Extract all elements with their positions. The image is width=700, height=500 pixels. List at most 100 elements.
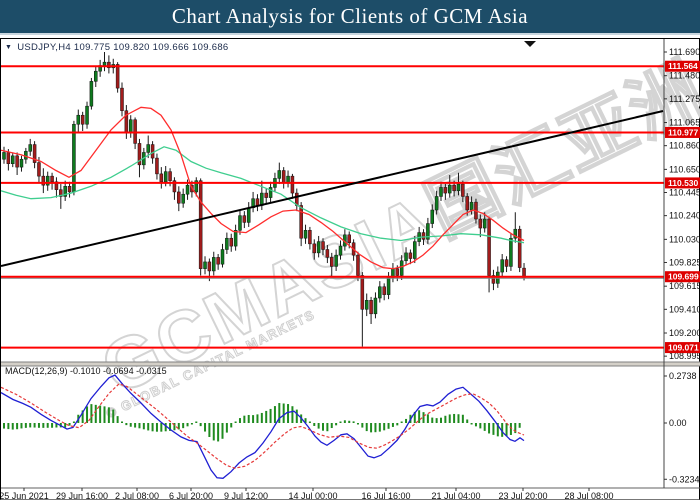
ma-fast-red-line	[1, 106, 525, 270]
bear-candle	[67, 186, 72, 193]
bull-candle	[102, 61, 107, 66]
bull-candle	[10, 155, 15, 164]
bear-candle	[491, 275, 496, 284]
symbol-ohlc-label: USDJPY,H4 109.775 109.820 109.666 109.68…	[17, 41, 229, 53]
bear-candle	[421, 232, 426, 240]
y-axis-label: 110.445	[669, 188, 700, 198]
macd-signal-line	[1, 383, 525, 469]
bull-candle	[19, 158, 24, 168]
bull-candle	[399, 260, 404, 276]
bear-candle	[330, 257, 334, 267]
bull-candle	[373, 297, 378, 315]
bull-candle	[316, 241, 321, 254]
macd-axis-label: -0.3234	[669, 474, 700, 484]
x-axis-label: 23 Jul 20:00	[498, 491, 547, 500]
macd-indicator-label: MACD(12,26,9) -0.1010 -0.0694 -0.0315	[5, 366, 167, 376]
y-axis-label: 111.065	[669, 118, 700, 128]
bear-candle	[207, 261, 212, 272]
x-axis-label: 21 Jul 04:00	[431, 491, 480, 500]
bear-candle	[517, 228, 522, 268]
bull-candle	[500, 259, 504, 273]
bear-candle	[80, 114, 85, 125]
bull-candle	[434, 196, 439, 211]
bear-candle	[59, 189, 63, 197]
bear-candle	[504, 259, 509, 267]
bear-candle	[155, 157, 159, 175]
bull-candle	[439, 187, 443, 197]
macd-line	[1, 374, 525, 479]
bull-candle	[404, 252, 408, 262]
y-axis-label: 109.615	[669, 281, 700, 291]
bear-candle	[242, 215, 247, 223]
chart-header: ▼ USDJPY,H4 109.775 109.820 109.666 109.…	[5, 41, 229, 53]
bull-candle	[447, 184, 452, 194]
bear-candle	[452, 184, 456, 192]
bear-candle	[321, 241, 325, 250]
x-axis-label: 6 Jul 20:00	[169, 491, 213, 500]
bear-candle	[443, 187, 448, 194]
bull-candle	[76, 114, 81, 125]
bull-candle	[212, 257, 216, 272]
bull-candle	[430, 209, 435, 224]
bear-candle	[290, 175, 295, 194]
chevron-down-icon[interactable]: ▼	[5, 43, 13, 51]
bear-candle	[360, 275, 365, 310]
bull-candle	[72, 123, 76, 193]
bull-candle	[334, 254, 338, 267]
bull-candle	[203, 261, 207, 269]
x-axis-label: 14 Jul 00:00	[288, 491, 337, 500]
bull-candle	[513, 228, 518, 239]
price-flag	[665, 60, 700, 72]
bear-candle	[255, 198, 260, 206]
bull-candle	[378, 286, 382, 299]
bear-candle	[137, 143, 142, 166]
macd-axis-label: 0.2738	[669, 371, 697, 381]
bear-candle	[6, 152, 11, 164]
bull-candle	[456, 183, 461, 192]
bear-candle	[325, 249, 330, 258]
bull-candle	[277, 170, 282, 179]
y-axis-label: 110.030	[669, 234, 700, 244]
price-flag-label: 109.699	[668, 272, 699, 282]
price-flag-label: 110.977	[668, 127, 699, 137]
bull-candle	[509, 237, 513, 267]
bull-candle	[24, 151, 28, 160]
bull-candle	[181, 193, 185, 204]
bear-candle	[15, 155, 19, 168]
bear-candle	[37, 162, 41, 177]
bull-candle	[185, 184, 190, 195]
bull-candle	[268, 187, 273, 198]
bear-candle	[115, 64, 120, 89]
x-axis-label: 28 Jul 08:00	[564, 491, 613, 500]
title-bar: Chart Analysis for Clients of GCM Asia	[0, 0, 700, 35]
bear-candle	[465, 196, 469, 211]
chart-canvas: 111.690 111.480 111.275 111.065 110.860 110.6…	[1, 39, 700, 500]
bear-candle	[50, 175, 54, 183]
bear-candle	[347, 234, 351, 243]
bear-candle	[177, 191, 181, 204]
price-flag	[665, 271, 700, 283]
price-flag-label: 110.530	[668, 178, 699, 188]
bull-candle	[128, 119, 133, 134]
bear-candle	[461, 183, 465, 197]
bull-candle	[225, 237, 229, 250]
price-flag	[665, 126, 700, 138]
bull-candle	[246, 207, 251, 223]
bear-candle	[369, 300, 373, 315]
bear-candle	[356, 254, 360, 276]
bull-candle	[338, 245, 343, 256]
bull-candle	[413, 241, 417, 259]
bear-candle	[408, 252, 413, 259]
bull-candle	[238, 215, 242, 231]
bear-candle	[150, 144, 155, 159]
bear-candle	[281, 170, 286, 184]
bull-candle	[63, 186, 67, 197]
x-axis-label: 2 Jul 08:00	[115, 491, 159, 500]
y-axis-label: 111.275	[669, 94, 700, 104]
bear-candle	[382, 286, 386, 295]
bull-candle	[94, 70, 98, 82]
bull-candle	[482, 218, 487, 229]
bear-candle	[54, 181, 59, 190]
bear-candle	[41, 175, 46, 186]
bull-candle	[28, 144, 32, 152]
